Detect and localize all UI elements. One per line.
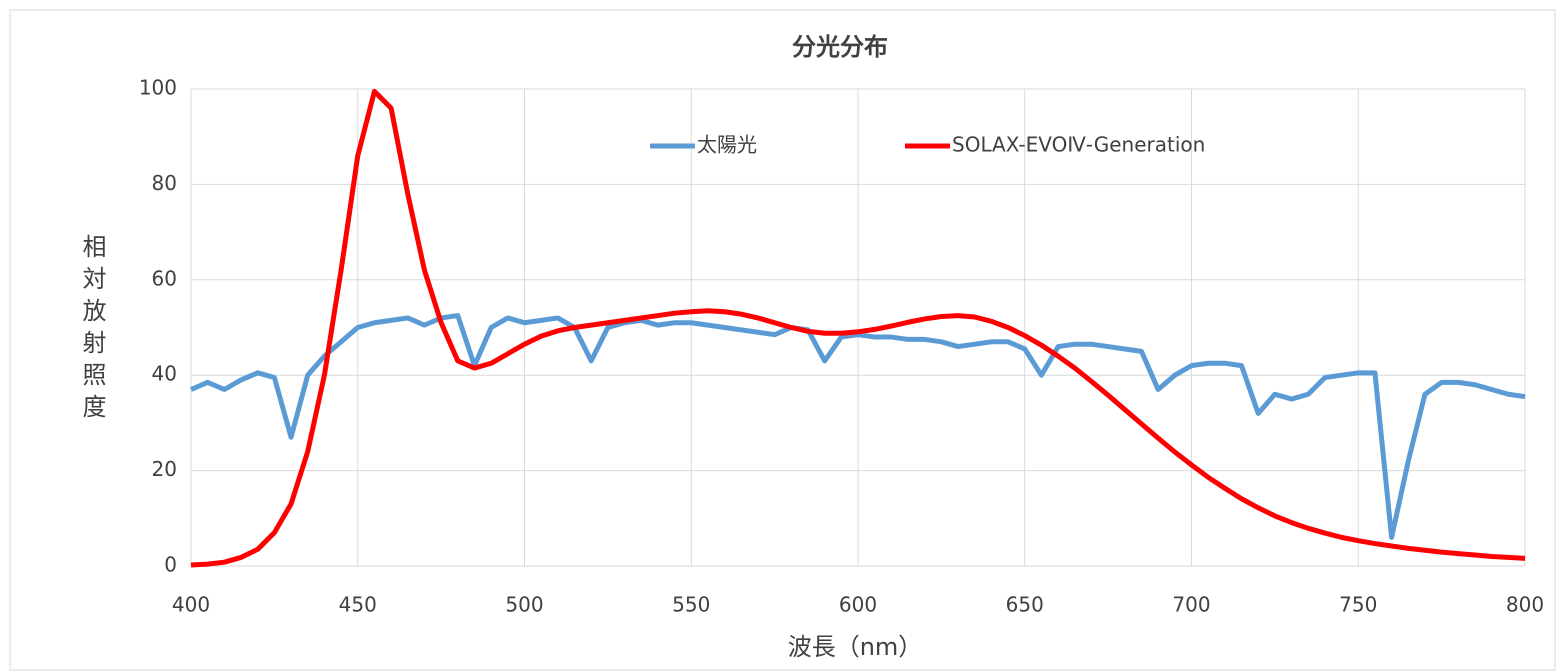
y-tick-label: 80 bbox=[152, 171, 177, 195]
legend-label: 太陽光 bbox=[697, 133, 757, 157]
y-tick-label: 100 bbox=[139, 76, 177, 100]
x-tick-label: 400 bbox=[172, 593, 210, 617]
x-tick-label: 600 bbox=[839, 593, 877, 617]
x-axis-label: 波長（nm） bbox=[788, 633, 923, 661]
series-line bbox=[190, 88, 1526, 568]
chart-frame bbox=[9, 9, 1556, 671]
y-tick-label: 0 bbox=[164, 553, 177, 577]
x-tick-label: 700 bbox=[1172, 593, 1210, 617]
legend-label: SOLAX-EVOⅣ-Generation bbox=[952, 133, 1205, 157]
chart-title: 分光分布 bbox=[792, 33, 888, 61]
x-tick-label: 450 bbox=[339, 593, 377, 617]
x-tick-label: 800 bbox=[1506, 593, 1544, 617]
y-tick-label: 60 bbox=[152, 266, 177, 290]
y-axis-label: 相対放射照度 bbox=[78, 234, 106, 426]
y-tick-label: 40 bbox=[152, 362, 177, 386]
y-tick-label: 20 bbox=[152, 457, 177, 481]
x-tick-label: 750 bbox=[1339, 593, 1377, 617]
x-tick-label: 650 bbox=[1006, 593, 1044, 617]
x-tick-label: 550 bbox=[672, 593, 710, 617]
series-line bbox=[190, 313, 1526, 540]
x-tick-label: 500 bbox=[505, 593, 543, 617]
